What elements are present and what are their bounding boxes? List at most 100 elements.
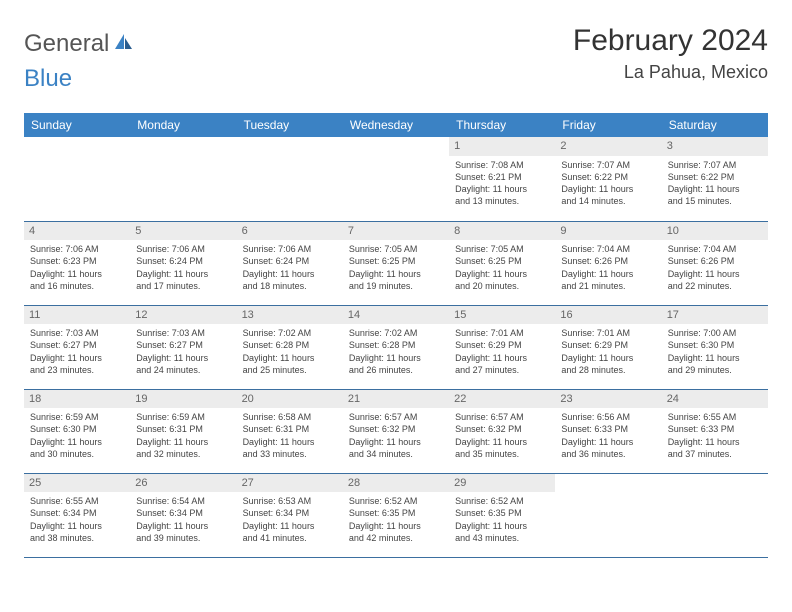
calendar-cell: 27Sunrise: 6:53 AMSunset: 6:34 PMDayligh… xyxy=(237,473,343,557)
daylight-line1: Daylight: 11 hours xyxy=(455,520,549,532)
sunrise-text: Sunrise: 7:01 AM xyxy=(561,327,655,339)
daylight-line1: Daylight: 11 hours xyxy=(668,352,762,364)
day-number: 20 xyxy=(237,390,343,409)
calendar-cell xyxy=(237,137,343,221)
day-number: 10 xyxy=(662,222,768,241)
sunrise-text: Sunrise: 7:07 AM xyxy=(668,159,762,171)
day-number: 23 xyxy=(555,390,661,409)
sunrise-text: Sunrise: 6:58 AM xyxy=(243,411,337,423)
daylight-line2: and 28 minutes. xyxy=(561,364,655,376)
sunset-text: Sunset: 6:35 PM xyxy=(349,507,443,519)
day-number: 2 xyxy=(555,137,661,156)
sunrise-text: Sunrise: 7:04 AM xyxy=(668,243,762,255)
sunset-text: Sunset: 6:29 PM xyxy=(455,339,549,351)
daylight-line2: and 22 minutes. xyxy=(668,280,762,292)
sunrise-text: Sunrise: 7:06 AM xyxy=(243,243,337,255)
calendar-cell xyxy=(662,473,768,557)
day-number: 22 xyxy=(449,390,555,409)
day-number: 13 xyxy=(237,306,343,325)
calendar-cell: 24Sunrise: 6:55 AMSunset: 6:33 PMDayligh… xyxy=(662,389,768,473)
calendar-cell: 10Sunrise: 7:04 AMSunset: 6:26 PMDayligh… xyxy=(662,221,768,305)
day-number: 6 xyxy=(237,222,343,241)
sunrise-text: Sunrise: 6:57 AM xyxy=(455,411,549,423)
sunrise-text: Sunrise: 6:55 AM xyxy=(668,411,762,423)
daylight-line1: Daylight: 11 hours xyxy=(349,268,443,280)
day-number: 21 xyxy=(343,390,449,409)
sunset-text: Sunset: 6:34 PM xyxy=(243,507,337,519)
day-number: 25 xyxy=(24,474,130,493)
calendar-cell: 8Sunrise: 7:05 AMSunset: 6:25 PMDaylight… xyxy=(449,221,555,305)
sunset-text: Sunset: 6:24 PM xyxy=(136,255,230,267)
sunset-text: Sunset: 6:25 PM xyxy=(455,255,549,267)
day-number: 19 xyxy=(130,390,236,409)
daylight-line2: and 17 minutes. xyxy=(136,280,230,292)
sunset-text: Sunset: 6:29 PM xyxy=(561,339,655,351)
calendar-cell: 15Sunrise: 7:01 AMSunset: 6:29 PMDayligh… xyxy=(449,305,555,389)
sunset-text: Sunset: 6:34 PM xyxy=(30,507,124,519)
day-number: 12 xyxy=(130,306,236,325)
sunset-text: Sunset: 6:30 PM xyxy=(668,339,762,351)
daylight-line2: and 30 minutes. xyxy=(30,448,124,460)
calendar-cell: 6Sunrise: 7:06 AMSunset: 6:24 PMDaylight… xyxy=(237,221,343,305)
day-number: 1 xyxy=(449,137,555,156)
daylight-line1: Daylight: 11 hours xyxy=(349,352,443,364)
daylight-line2: and 38 minutes. xyxy=(30,532,124,544)
calendar-cell: 22Sunrise: 6:57 AMSunset: 6:32 PMDayligh… xyxy=(449,389,555,473)
calendar-cell: 14Sunrise: 7:02 AMSunset: 6:28 PMDayligh… xyxy=(343,305,449,389)
daylight-line1: Daylight: 11 hours xyxy=(136,352,230,364)
sunrise-text: Sunrise: 6:53 AM xyxy=(243,495,337,507)
daylight-line1: Daylight: 11 hours xyxy=(561,352,655,364)
daylight-line2: and 20 minutes. xyxy=(455,280,549,292)
title-block: February 2024 La Pahua, Mexico xyxy=(573,24,768,83)
sunset-text: Sunset: 6:28 PM xyxy=(349,339,443,351)
daylight-line2: and 15 minutes. xyxy=(668,195,762,207)
logo-sail-icon xyxy=(113,32,133,57)
daylight-line1: Daylight: 11 hours xyxy=(30,352,124,364)
sunset-text: Sunset: 6:33 PM xyxy=(668,423,762,435)
day-number: 5 xyxy=(130,222,236,241)
weekday-header: Monday xyxy=(130,113,236,137)
sunset-text: Sunset: 6:28 PM xyxy=(243,339,337,351)
daylight-line2: and 37 minutes. xyxy=(668,448,762,460)
sunset-text: Sunset: 6:35 PM xyxy=(455,507,549,519)
day-number: 17 xyxy=(662,306,768,325)
daylight-line2: and 25 minutes. xyxy=(243,364,337,376)
sunrise-text: Sunrise: 6:56 AM xyxy=(561,411,655,423)
day-number: 27 xyxy=(237,474,343,493)
sunrise-text: Sunrise: 6:52 AM xyxy=(455,495,549,507)
daylight-line1: Daylight: 11 hours xyxy=(668,436,762,448)
daylight-line2: and 35 minutes. xyxy=(455,448,549,460)
day-number: 28 xyxy=(343,474,449,493)
sunrise-text: Sunrise: 7:00 AM xyxy=(668,327,762,339)
weekday-header: Tuesday xyxy=(237,113,343,137)
calendar-cell: 26Sunrise: 6:54 AMSunset: 6:34 PMDayligh… xyxy=(130,473,236,557)
sunset-text: Sunset: 6:22 PM xyxy=(668,171,762,183)
sunset-text: Sunset: 6:27 PM xyxy=(136,339,230,351)
daylight-line1: Daylight: 11 hours xyxy=(668,268,762,280)
daylight-line2: and 43 minutes. xyxy=(455,532,549,544)
sunrise-text: Sunrise: 6:52 AM xyxy=(349,495,443,507)
logo-text-blue: Blue xyxy=(24,65,72,93)
daylight-line2: and 23 minutes. xyxy=(30,364,124,376)
sunset-text: Sunset: 6:27 PM xyxy=(30,339,124,351)
daylight-line2: and 32 minutes. xyxy=(136,448,230,460)
sunset-text: Sunset: 6:24 PM xyxy=(243,255,337,267)
daylight-line2: and 19 minutes. xyxy=(349,280,443,292)
sunrise-text: Sunrise: 7:07 AM xyxy=(561,159,655,171)
daylight-line2: and 21 minutes. xyxy=(561,280,655,292)
daylight-line1: Daylight: 11 hours xyxy=(668,183,762,195)
daylight-line1: Daylight: 11 hours xyxy=(455,436,549,448)
sunset-text: Sunset: 6:34 PM xyxy=(136,507,230,519)
sunrise-text: Sunrise: 7:01 AM xyxy=(455,327,549,339)
daylight-line1: Daylight: 11 hours xyxy=(455,352,549,364)
calendar-cell xyxy=(24,137,130,221)
daylight-line1: Daylight: 11 hours xyxy=(30,520,124,532)
daylight-line2: and 14 minutes. xyxy=(561,195,655,207)
weekday-header: Wednesday xyxy=(343,113,449,137)
sunset-text: Sunset: 6:31 PM xyxy=(243,423,337,435)
calendar-cell: 20Sunrise: 6:58 AMSunset: 6:31 PMDayligh… xyxy=(237,389,343,473)
calendar-cell: 19Sunrise: 6:59 AMSunset: 6:31 PMDayligh… xyxy=(130,389,236,473)
sunset-text: Sunset: 6:23 PM xyxy=(30,255,124,267)
sunrise-text: Sunrise: 7:05 AM xyxy=(349,243,443,255)
sunrise-text: Sunrise: 7:04 AM xyxy=(561,243,655,255)
